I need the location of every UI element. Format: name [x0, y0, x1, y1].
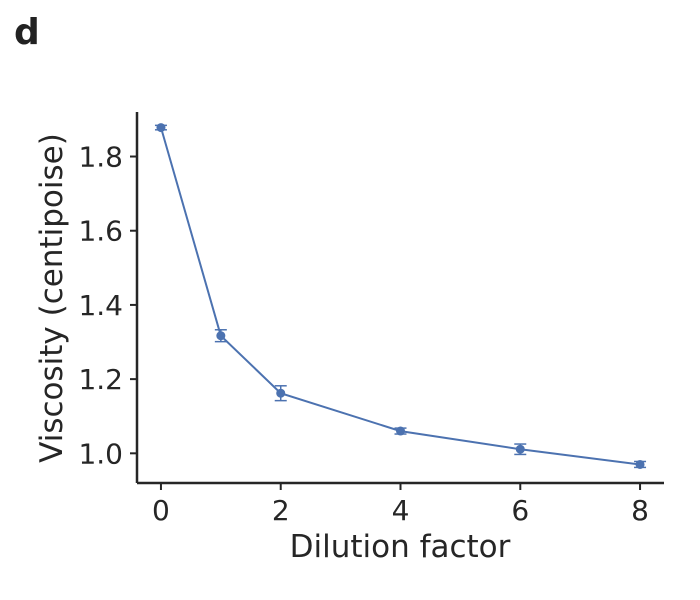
y-tick-label: 1.8: [78, 141, 123, 174]
data-point: [635, 459, 645, 469]
x-tick-label: 8: [631, 494, 649, 527]
data-point: [396, 426, 405, 436]
x-axis-title: Dilution factor: [290, 529, 511, 565]
x-tick-label: 2: [272, 494, 290, 527]
y-axis-ticks: 1.0 1.2 1.4 1.6 1.8: [78, 141, 137, 470]
data-point: [276, 388, 286, 398]
y-tick-label: 1.0: [78, 437, 123, 470]
data-point: [515, 444, 525, 454]
data-point: [156, 123, 166, 133]
y-tick-label: 1.2: [78, 363, 123, 396]
data-point: [216, 331, 226, 341]
x-tick-label: 0: [152, 494, 170, 527]
y-axis-title: Viscosity (centipoise): [34, 133, 70, 463]
y-tick-label: 1.6: [78, 215, 123, 248]
error-bars: [154, 124, 647, 469]
x-tick-label: 4: [392, 494, 410, 527]
y-tick-label: 1.4: [78, 289, 123, 322]
series-line: [160, 127, 641, 466]
data-markers: [156, 123, 645, 469]
panel-label: d: [14, 12, 40, 53]
x-axis-ticks: 0 2 4 6 8: [152, 483, 649, 527]
x-tick-label: 6: [511, 494, 529, 527]
